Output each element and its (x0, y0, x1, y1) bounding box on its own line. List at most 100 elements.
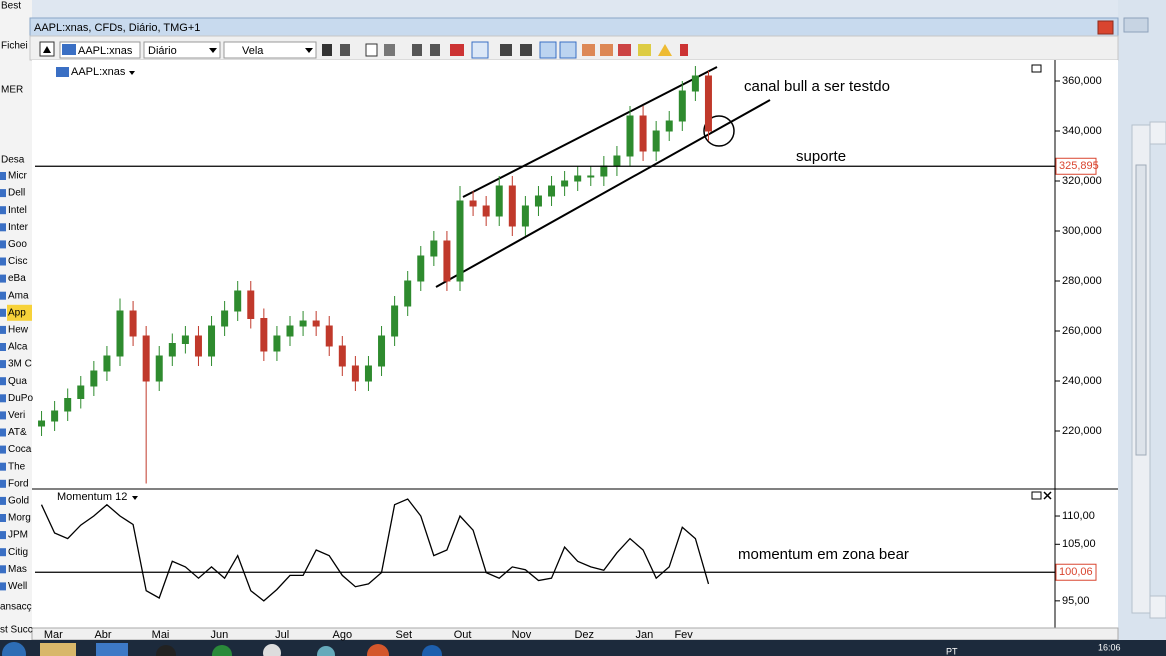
chart-title[interactable]: AAPL:xnas (71, 66, 126, 78)
instrument-icon (0, 548, 6, 557)
instrument[interactable]: Micr (8, 171, 28, 182)
instrument[interactable]: Hew (8, 325, 29, 336)
instrument-icon (0, 291, 6, 300)
taskbar-icons[interactable] (2, 642, 442, 656)
instrument-icon (0, 565, 6, 574)
period: Diário (148, 45, 177, 57)
x-tick-label: Nov (512, 629, 532, 641)
instrument[interactable]: eBa (8, 273, 26, 284)
y-tick-label: 220,000 (1062, 425, 1102, 437)
instrument[interactable]: JPM (8, 530, 28, 541)
instrument-icon (0, 582, 6, 591)
toolbar-icons[interactable] (322, 41, 688, 59)
instrument[interactable]: Inter (8, 222, 29, 233)
sidebar-item[interactable]: Fichei (1, 41, 28, 52)
instrument-icon (0, 189, 6, 198)
instrument[interactable]: Veri (8, 410, 25, 421)
channel-lower[interactable] (435, 99, 771, 288)
annotation[interactable]: canal bull a ser testdo (744, 78, 890, 95)
maximize-button[interactable] (1031, 491, 1042, 500)
x-tick-label: Fev (674, 629, 693, 641)
close-panel[interactable] (1043, 491, 1052, 500)
icon[interactable] (132, 496, 138, 500)
sidebar-item[interactable]: Desa (1, 155, 25, 166)
icon (209, 48, 217, 53)
candle-body (286, 325, 294, 337)
annotation[interactable]: suporte (796, 148, 846, 165)
instrument[interactable]: Goo (8, 239, 27, 250)
candle-body (404, 280, 412, 307)
icon (43, 46, 51, 53)
instrument[interactable]: AT& (8, 427, 27, 438)
outer-close[interactable] (1123, 17, 1149, 33)
instrument[interactable]: Citig (8, 547, 28, 558)
candle-body (38, 420, 46, 427)
y-tick-label: 320,000 (1062, 175, 1102, 187)
candle-body (652, 130, 660, 152)
indicator-title[interactable]: Momentum 12 (57, 491, 127, 503)
reference-box (1055, 157, 1097, 175)
price-axis (1055, 60, 1118, 628)
period-select[interactable] (143, 41, 221, 59)
y-tick-label: 260,000 (1062, 325, 1102, 337)
style-select[interactable] (223, 41, 317, 59)
instrument[interactable]: DuPo (8, 393, 33, 404)
language[interactable]: PT (946, 646, 958, 656)
icon[interactable] (129, 71, 135, 75)
icon (305, 48, 313, 53)
window-title: AAPL:xnas, CFDs, Diário, TMG+1 (34, 22, 200, 34)
candle-body (704, 75, 712, 132)
instrument[interactable]: Alca (8, 342, 28, 353)
instrument[interactable]: Cisc (8, 256, 27, 267)
instrument[interactable]: Well (8, 581, 27, 592)
sidebar-item[interactable]: st Succ (0, 625, 33, 636)
candle-body (561, 180, 569, 187)
chart-area[interactable] (32, 60, 1055, 628)
channel-upper[interactable] (462, 66, 718, 198)
instrument[interactable]: Morg (8, 513, 31, 524)
instrument-icon (0, 479, 6, 488)
highlight-circle[interactable] (703, 115, 735, 147)
icon (62, 44, 76, 55)
instrument[interactable]: Ford (8, 478, 29, 489)
outer-scroll-down[interactable] (1149, 595, 1166, 619)
instrument[interactable]: App (8, 307, 26, 318)
instrument-icon (0, 308, 6, 317)
candle-body (51, 410, 59, 422)
scroll-thumb[interactable] (1135, 164, 1147, 456)
instrument[interactable]: Coca (8, 444, 32, 455)
x-tick-label: Mai (152, 629, 170, 641)
candle-body (260, 318, 268, 352)
sidebar-item[interactable]: ansacç (0, 602, 32, 613)
instrument[interactable]: Intel (8, 205, 27, 216)
close-button[interactable] (1097, 20, 1114, 35)
instrument[interactable]: Ama (8, 290, 29, 301)
symbol-field[interactable] (59, 41, 141, 59)
outer-scroll-up[interactable] (1149, 121, 1166, 145)
candle-body (613, 155, 621, 167)
candle-body (678, 90, 686, 122)
candle-body (299, 320, 307, 327)
candle-body (234, 290, 242, 312)
candle-body (142, 335, 150, 382)
annotation[interactable]: momentum em zona bear (738, 546, 909, 563)
sidebar-item[interactable]: Best (1, 1, 21, 12)
icon (56, 67, 69, 77)
instrument[interactable]: The (8, 461, 26, 472)
sidebar-item[interactable]: MER (1, 85, 23, 96)
candle-body (194, 335, 202, 357)
candle-body (574, 175, 582, 182)
candle-body (508, 185, 516, 227)
candle-body (626, 115, 634, 157)
x-tick-label: Set (396, 629, 413, 641)
clock[interactable]: 16:06 (1098, 642, 1121, 652)
instrument[interactable]: Gold (8, 496, 29, 507)
instrument[interactable]: Qua (8, 376, 27, 387)
instrument[interactable]: 3M C (8, 359, 32, 370)
maximize-button[interactable] (1031, 64, 1042, 73)
y-tick-label: 360,000 (1062, 75, 1102, 87)
instrument[interactable]: Dell (8, 188, 25, 199)
candle-body (312, 320, 320, 327)
instrument[interactable]: Mas (8, 564, 27, 575)
